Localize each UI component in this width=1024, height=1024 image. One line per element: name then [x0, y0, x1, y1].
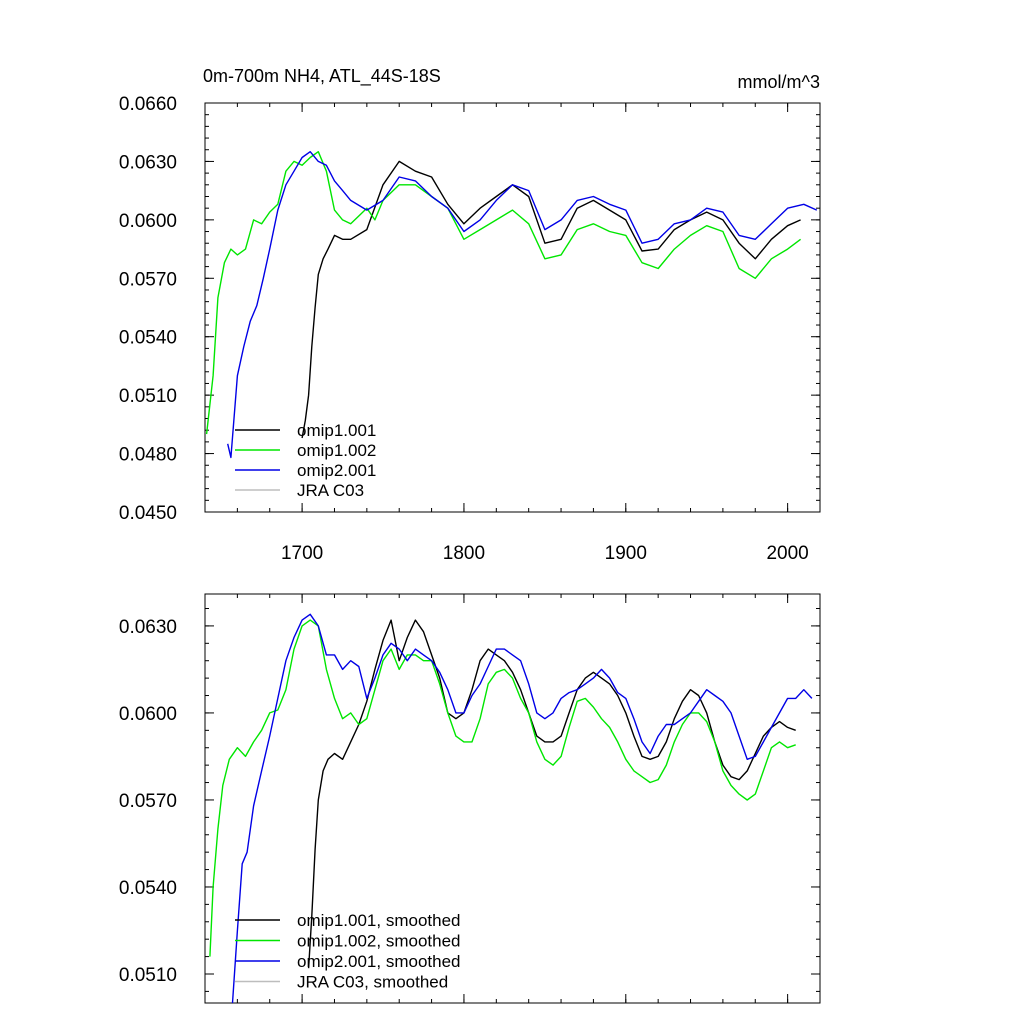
legend-label: omip1.001 — [297, 421, 376, 440]
legend-label: omip2.001, smoothed — [297, 952, 461, 971]
y-tick-label: 0.0540 — [119, 878, 177, 899]
legend-label: omip1.001, smoothed — [297, 911, 461, 930]
legend-label: JRA C03, smoothed — [297, 973, 448, 992]
x-tick-label: 2000 — [766, 543, 808, 564]
y-tick-label: 0.0450 — [119, 503, 177, 524]
y-tick-label: 0.0510 — [119, 965, 177, 986]
series-line-omip1-001 — [307, 619, 796, 969]
series-line-omip1-001 — [301, 160, 801, 439]
series-line-omip1-002 — [209, 619, 796, 957]
x-tick-label: 1900 — [605, 543, 647, 564]
x-tick-label: 1700 — [281, 543, 323, 564]
top-panel: 1700 1800 1900 2000 0.0450 0.0480 0.0510 0.0540… — [119, 94, 821, 564]
series-line-omip2-001 — [227, 150, 818, 459]
y-tick-label: 0.0540 — [119, 328, 177, 349]
y-tick-label: 0.0600 — [119, 211, 177, 232]
y-tick-label: 0.0480 — [119, 445, 177, 466]
legend-label: omip1.002 — [297, 441, 376, 460]
plot-frame — [204, 102, 821, 513]
top-title: 0m-700m NH4, ATL_44S-18S — [203, 66, 441, 87]
y-tick-label: 0.0660 — [119, 94, 177, 115]
legend-label: omip2.001 — [297, 461, 376, 480]
top-units: mmol/m^3 — [738, 72, 820, 92]
legend-label: omip1.002, smoothed — [297, 932, 461, 951]
x-tick-label: 1800 — [443, 543, 485, 564]
y-tick-label: 0.0570 — [119, 269, 177, 290]
y-tick-label: 0.0510 — [119, 386, 177, 407]
bottom-panel: 0.0510 0.0540 0.0570 0.0600 0.0630 omip1.001,… — [119, 593, 821, 1004]
y-tick-label: 0.0630 — [119, 617, 177, 638]
y-tick-label: 0.0630 — [119, 152, 177, 173]
y-tick-label: 0.0600 — [119, 704, 177, 725]
series-line-omip2-001 — [231, 613, 813, 1003]
plot-frame — [204, 593, 821, 1004]
legend-label: JRA C03 — [297, 481, 364, 500]
series-line-omip1-002 — [205, 150, 802, 435]
y-tick-label: 0.0570 — [119, 791, 177, 812]
